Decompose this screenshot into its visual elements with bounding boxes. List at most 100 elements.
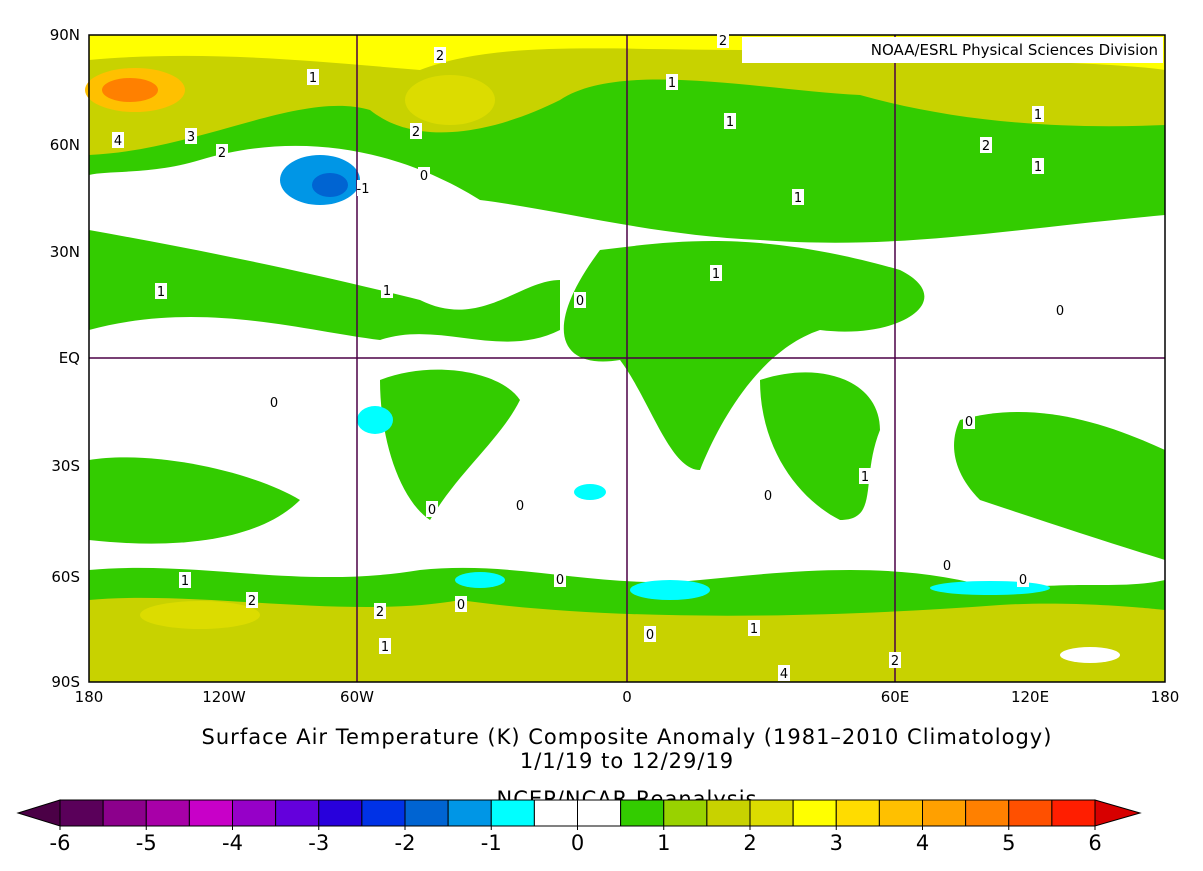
contour-label-bg: [1032, 158, 1044, 174]
contour-label-bg: [307, 69, 319, 85]
colorbar-tick-label: -2: [395, 831, 416, 855]
contour-label-bg: [179, 572, 191, 588]
contour-label: 0: [943, 559, 951, 574]
contour-label-bg: [246, 592, 258, 608]
lon-label: 60W: [340, 688, 374, 706]
contour-label-bg: [574, 292, 586, 308]
colorbar-swatch: [533, 799, 578, 827]
contour-label: 0: [270, 396, 278, 411]
contour-label: 2: [982, 139, 990, 154]
contour-label-bg: [717, 32, 729, 48]
colorbar-high: [1094, 799, 1142, 827]
lon-label: 180: [1151, 688, 1180, 706]
contour-label: 1: [726, 115, 734, 130]
contour-label-bg: [963, 413, 975, 429]
colorbar-swatch: [102, 799, 147, 827]
colorbar-tick-label: 3: [830, 831, 843, 855]
contour-label-bg: [410, 123, 422, 139]
source-box: [742, 37, 1163, 63]
contour-label: 1: [1034, 108, 1042, 123]
colorbar: -6 -5 -4 -3 -2 -1 0 1 2 3 4 5 6: [16, 799, 1142, 855]
contour-label: 4: [114, 134, 122, 149]
lon-label: 60E: [881, 688, 910, 706]
colorbar-swatch: [577, 799, 622, 827]
contour-label-bg: [1017, 571, 1029, 587]
contour-label: 0: [428, 503, 436, 518]
colorbar-swatch: [878, 799, 923, 827]
contour-label-bg: [941, 557, 953, 573]
contour-label: 0: [457, 598, 465, 613]
map-fill: [85, 34, 1166, 683]
contour-label-bg: [418, 167, 430, 183]
lat-label: 90N: [50, 26, 80, 44]
caption-period: 1/1/19 to 12/29/19: [520, 749, 734, 773]
contour-label: 2: [719, 34, 727, 49]
colorbar-tick-label: -4: [222, 831, 243, 855]
contour-label-bg: [644, 626, 656, 642]
colorbar-swatch: [145, 799, 190, 827]
colorbar-tick-label: 1: [657, 831, 670, 855]
contour-label: 0: [576, 294, 584, 309]
colorbar-swatch: [490, 799, 535, 827]
colorbar-swatch: [232, 799, 277, 827]
colorbar-low: [16, 799, 61, 827]
colorbar-tick-label: -3: [308, 831, 329, 855]
colorbar-tick-label: 4: [916, 831, 929, 855]
colorbar-tick-label: -1: [481, 831, 502, 855]
contour-label-bg: [762, 487, 774, 503]
contour-label-bg: [381, 282, 393, 298]
contour-label: 1: [157, 285, 165, 300]
contour-label-bg: [379, 638, 391, 654]
colorbar-tick-label: 2: [743, 831, 756, 855]
colorbar-swatch: [835, 799, 880, 827]
contour-label-bg: [859, 468, 871, 484]
caption-title: Surface Air Temperature (K) Composite An…: [202, 725, 1053, 749]
colorbar-swatch: [922, 799, 967, 827]
contour-label-bg: [554, 571, 566, 587]
lon-label: 0: [622, 688, 632, 706]
colorbar-tick-label: 5: [1002, 831, 1015, 855]
lat-label: 90S: [51, 673, 80, 691]
colorbar-swatch: [361, 799, 406, 827]
colorbar-swatch: [275, 799, 320, 827]
contour-label: -1: [357, 182, 370, 197]
colorbar-tick-label: 0: [571, 831, 584, 855]
contour-label-bg: [724, 113, 736, 129]
contour-label-bg: [1054, 302, 1066, 318]
lat-label: 60S: [51, 568, 80, 586]
lon-label: 180: [75, 688, 104, 706]
contour-label-bg: [426, 501, 438, 517]
contour-label: 2: [218, 146, 226, 161]
contour-label-bg: [778, 665, 790, 681]
contour-label: 0: [1019, 573, 1027, 588]
contour-label-bg: [980, 137, 992, 153]
contour-label: 2: [248, 594, 256, 609]
contour-label: 1: [750, 622, 758, 637]
contour-label: 2: [436, 49, 444, 64]
contour-label: 0: [764, 489, 772, 504]
contour-label-bg: [748, 620, 760, 636]
contour-label: 0: [556, 573, 564, 588]
contour-labels: 2 1 1 4 3 2 2 1 1 2 1 1 -1 0 1 1 1 0 0 0 1 0 0 0 1 2 2 0 0 0 0 0 1 1 4 2 2 0: [112, 32, 1066, 682]
contour-label: 0: [965, 415, 973, 430]
contour-label-bg: [514, 497, 526, 513]
contour-label: 2: [891, 654, 899, 669]
source: NOAA/ESRL Physical Sciences Division: [871, 41, 1158, 59]
contour-label: 0: [516, 499, 524, 514]
colorbar-tick-label: -5: [136, 831, 157, 855]
contour-label-bg: [1032, 106, 1044, 122]
colorbar-swatch: [188, 799, 233, 827]
contour-label-bg: [268, 394, 280, 410]
contour-label-bg: [155, 283, 167, 299]
colorbar-swatch: [663, 799, 708, 827]
contour-label: 3: [187, 130, 195, 145]
colorbar-swatch: [749, 799, 794, 827]
contour-label: 1: [794, 191, 802, 206]
contour-label-bg: [374, 603, 386, 619]
contour-label-bg: [710, 265, 722, 281]
colorbar-swatch: [447, 799, 492, 827]
colorbar-swatch: [792, 799, 837, 827]
lon-label: 120W: [202, 688, 246, 706]
contour-label: 1: [1034, 160, 1042, 175]
